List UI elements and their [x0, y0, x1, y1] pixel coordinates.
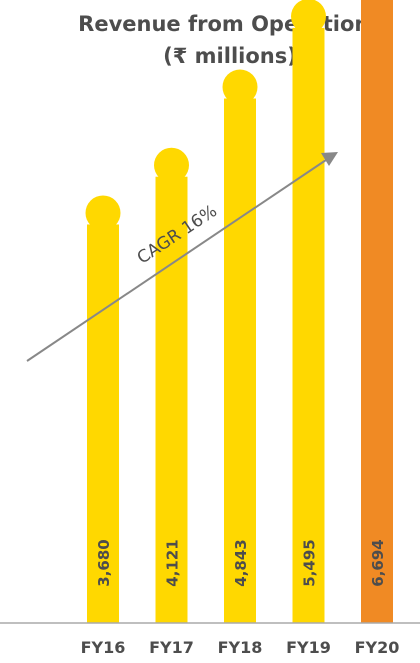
bar-group-fy16: 3,680 [85, 195, 121, 623]
bar-fy17 [155, 176, 188, 624]
bar-group-fy18: 4,843 [222, 69, 258, 623]
bar-group-fy19: 5,495 [291, 0, 326, 624]
bar-fy16 [87, 224, 119, 623]
cagr-arrow-line [26, 159, 327, 362]
bar-group-fy17: 4,121 [154, 147, 189, 624]
cagr-arrow [26, 152, 338, 362]
data-label-fy18: 4,843 [232, 539, 250, 586]
bar-cap-fy16 [85, 195, 121, 231]
bar-fy20 [361, 0, 393, 624]
chart-subtitle: (₹ millions) [163, 44, 297, 68]
cagr-arrow-head [321, 152, 338, 166]
bar-cap-fy19 [291, 0, 326, 34]
data-label-fy19: 5,495 [301, 539, 319, 586]
bar-fy18 [224, 98, 256, 623]
chart-title: Revenue from Operations [78, 12, 382, 36]
x-tick-fy19: FY19 [286, 638, 331, 657]
x-tick-fy16: FY16 [81, 638, 126, 657]
bars-layer: 3,680 4,121 4,843 5,495 6,694 [85, 0, 393, 624]
x-tick-labels: FY16 FY17 FY18 FY19 FY20 [81, 638, 400, 657]
x-tick-fy20: FY20 [355, 638, 400, 657]
bar-cap-fy18 [222, 69, 258, 105]
bar-group-fy20: 6,694 [361, 0, 393, 624]
bar-fy19 [292, 27, 325, 624]
chart-title-block: Revenue from Operations (₹ millions) [0, 8, 420, 72]
x-tick-fy18: FY18 [218, 638, 263, 657]
data-label-fy16: 3,680 [95, 539, 113, 586]
bar-cap-fy17 [154, 147, 189, 183]
data-label-fy20: 6,694 [369, 539, 387, 586]
x-tick-fy17: FY17 [149, 638, 194, 657]
data-label-fy17: 4,121 [164, 539, 182, 586]
